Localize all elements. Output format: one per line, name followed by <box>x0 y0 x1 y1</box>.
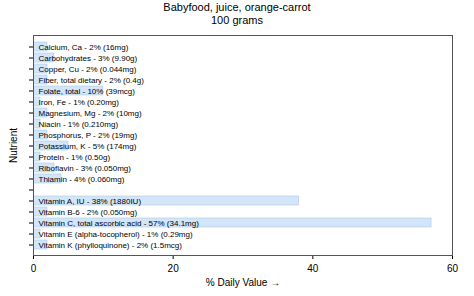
svg-text:Riboflavin - 3% (0.050mg): Riboflavin - 3% (0.050mg) <box>39 164 132 173</box>
svg-text:Potassium, K - 5% (174mg): Potassium, K - 5% (174mg) <box>39 142 137 151</box>
svg-text:Copper, Cu - 2% (0.044mg): Copper, Cu - 2% (0.044mg) <box>39 65 137 74</box>
svg-text:Vitamin B-6 - 2% (0.050mg): Vitamin B-6 - 2% (0.050mg) <box>39 208 138 217</box>
svg-text:Carbohydrates - 3% (9.90g): Carbohydrates - 3% (9.90g) <box>39 54 138 63</box>
svg-text:40: 40 <box>307 263 319 274</box>
svg-text:% Daily Value →: % Daily Value → <box>206 277 280 288</box>
svg-text:Vitamin K (phylloquinone) - 2%: Vitamin K (phylloquinone) - 2% (1.5mcg) <box>39 241 183 250</box>
svg-text:Magnesium, Mg - 2% (10mg): Magnesium, Mg - 2% (10mg) <box>39 109 142 118</box>
svg-text:Phosphorus, P - 2% (19mg): Phosphorus, P - 2% (19mg) <box>39 131 138 140</box>
svg-text:Folate, total - 10% (39mcg): Folate, total - 10% (39mcg) <box>39 87 136 96</box>
svg-text:Vitamin E (alpha-tocopherol) -: Vitamin E (alpha-tocopherol) - 1% (0.29m… <box>39 230 193 239</box>
svg-text:Iron, Fe - 1% (0.20mg): Iron, Fe - 1% (0.20mg) <box>39 98 120 107</box>
svg-text:Niacin - 1% (0.210mg): Niacin - 1% (0.210mg) <box>39 120 119 129</box>
svg-text:Nutrient: Nutrient <box>8 128 19 163</box>
html-text:100 grams: 100 grams <box>211 14 263 26</box>
svg-text:20: 20 <box>168 263 180 274</box>
svg-text:Protein - 1% (0.50g): Protein - 1% (0.50g) <box>39 153 111 162</box>
svg-text:Thiamin - 4% (0.060mg): Thiamin - 4% (0.060mg) <box>39 175 125 184</box>
svg-text:60: 60 <box>447 263 459 274</box>
svg-text:Fiber, total dietary - 2% (0.4: Fiber, total dietary - 2% (0.4g) <box>39 76 145 85</box>
html-text:Babyfood, juice, orange-carrot: Babyfood, juice, orange-carrot <box>163 1 311 13</box>
svg-text:Vitamin A, IU - 38% (1880IU): Vitamin A, IU - 38% (1880IU) <box>39 197 142 206</box>
svg-text:Vitamin C, total ascorbic acid: Vitamin C, total ascorbic acid - 57% (34… <box>39 219 200 228</box>
svg-text:0: 0 <box>31 263 37 274</box>
svg-text:Calcium, Ca - 2% (16mg): Calcium, Ca - 2% (16mg) <box>39 43 129 52</box>
